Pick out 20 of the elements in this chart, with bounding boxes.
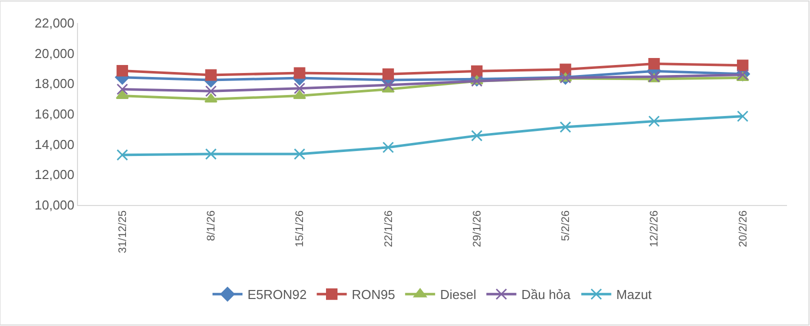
x-tick-label: 31/12/25 bbox=[116, 210, 129, 254]
x-tick-label: 29/1/26 bbox=[471, 210, 484, 248]
y-tick-label: 14,000 bbox=[34, 136, 74, 152]
x-tick-label: 22/1/26 bbox=[382, 210, 395, 248]
y-tick-label: 22,000 bbox=[34, 16, 74, 31]
x-tick-label: 12/2/26 bbox=[648, 210, 661, 248]
y-tick-label: 18,000 bbox=[34, 76, 74, 92]
y-tick-label: 16,000 bbox=[34, 106, 74, 122]
legend-label: Dầu hỏa bbox=[521, 287, 572, 302]
x-tick-label: 15/1/26 bbox=[294, 210, 306, 248]
legend-label: E5RON92 bbox=[248, 287, 307, 302]
x-tick-label: 5/2/26 bbox=[560, 210, 572, 241]
legend-label: RON95 bbox=[352, 287, 396, 302]
legend-label: Mazut bbox=[616, 287, 652, 302]
y-tick-label: 10,000 bbox=[34, 198, 74, 213]
y-tick-label: 12,000 bbox=[34, 167, 74, 182]
x-tick-label: 8/1/26 bbox=[206, 210, 218, 241]
x-tick-label: 20/2/26 bbox=[737, 210, 750, 248]
y-tick-label: 20,000 bbox=[34, 46, 74, 61]
legend-label: Diesel bbox=[440, 287, 476, 302]
